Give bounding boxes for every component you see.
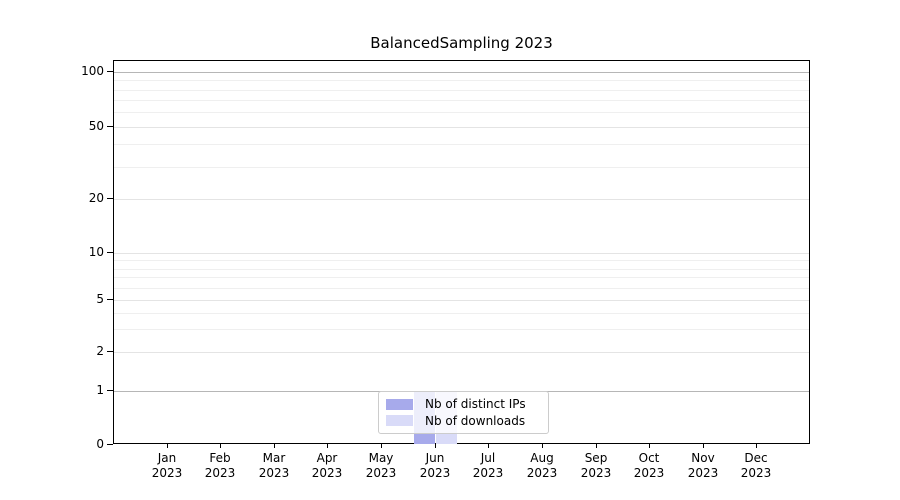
y-tick-mark: [107, 351, 113, 352]
y-tick-mark: [107, 299, 113, 300]
y-tick-label: 1: [96, 383, 104, 397]
y-gridline: [114, 199, 809, 200]
x-tick-mark: [327, 444, 328, 448]
y-tick-label: 10: [88, 245, 104, 259]
y-minor-gridline: [114, 80, 809, 81]
y-minor-gridline: [114, 90, 809, 91]
x-tick-mark: [542, 444, 543, 448]
x-tick-mark: [381, 444, 382, 448]
y-tick-mark: [107, 444, 113, 445]
x-tick-label: Sep 2023: [580, 451, 612, 480]
legend-label-downloads: Nb of downloads: [425, 413, 526, 428]
y-tick-mark: [107, 71, 113, 72]
x-tick-label: Oct 2023: [633, 451, 665, 480]
legend-label-distinct-ips: Nb of distinct IPs: [425, 397, 526, 412]
legend-item-distinct-ips: Nb of distinct IPs: [386, 396, 541, 413]
y-tick-mark: [107, 390, 113, 391]
x-tick-label: Nov 2023: [687, 451, 719, 480]
y-tick-mark: [107, 198, 113, 199]
x-tick-mark: [167, 444, 168, 448]
y-tick-label: 20: [88, 191, 104, 205]
y-minor-gridline: [114, 288, 809, 289]
y-tick-label: 5: [96, 292, 104, 306]
y-tick-mark: [107, 252, 113, 253]
x-tick-mark: [435, 444, 436, 448]
y-tick-label: 100: [81, 64, 104, 78]
y-tick-label: 50: [88, 119, 104, 133]
x-tick-label: Jul 2023: [472, 451, 504, 480]
y-minor-gridline: [114, 329, 809, 330]
legend-swatch-downloads-icon: [386, 415, 413, 427]
y-minor-gridline: [114, 269, 809, 270]
y-minor-gridline: [114, 100, 809, 101]
x-tick-label: Aug 2023: [526, 451, 558, 480]
x-tick-mark: [220, 444, 221, 448]
plot-area: [113, 60, 810, 444]
x-tick-label: Jun 2023: [419, 451, 451, 480]
legend-item-downloads: Nb of downloads: [386, 413, 541, 430]
y-gridline: [114, 127, 809, 128]
y-gridline: [114, 352, 809, 353]
x-tick-label: Feb 2023: [204, 451, 236, 480]
x-tick-label: Apr 2023: [311, 451, 343, 480]
y-tick-label: 2: [96, 344, 104, 358]
x-tick-mark: [274, 444, 275, 448]
y-minor-gridline: [114, 167, 809, 168]
x-tick-mark: [596, 444, 597, 448]
x-tick-label: Dec 2023: [740, 451, 772, 480]
x-tick-mark: [649, 444, 650, 448]
y-tick-label: 0: [96, 437, 104, 451]
legend: Nb of distinct IPs Nb of downloads: [378, 391, 549, 434]
y-gridline: [114, 253, 809, 254]
legend-swatch-distinct-ips-icon: [386, 398, 413, 410]
y-minor-gridline: [114, 277, 809, 278]
x-tick-mark: [488, 444, 489, 448]
chart-title: BalancedSampling 2023: [370, 34, 553, 52]
x-tick-label: Jan 2023: [151, 451, 183, 480]
y-minor-gridline: [114, 313, 809, 314]
y-minor-gridline: [114, 112, 809, 113]
y-gridline: [114, 72, 809, 73]
x-tick-label: Mar 2023: [258, 451, 290, 480]
x-tick-label: May 2023: [365, 451, 397, 480]
y-minor-gridline: [114, 260, 809, 261]
y-gridline: [114, 300, 809, 301]
y-minor-gridline: [114, 144, 809, 145]
x-tick-mark: [756, 444, 757, 448]
y-tick-mark: [107, 126, 113, 127]
x-tick-mark: [703, 444, 704, 448]
